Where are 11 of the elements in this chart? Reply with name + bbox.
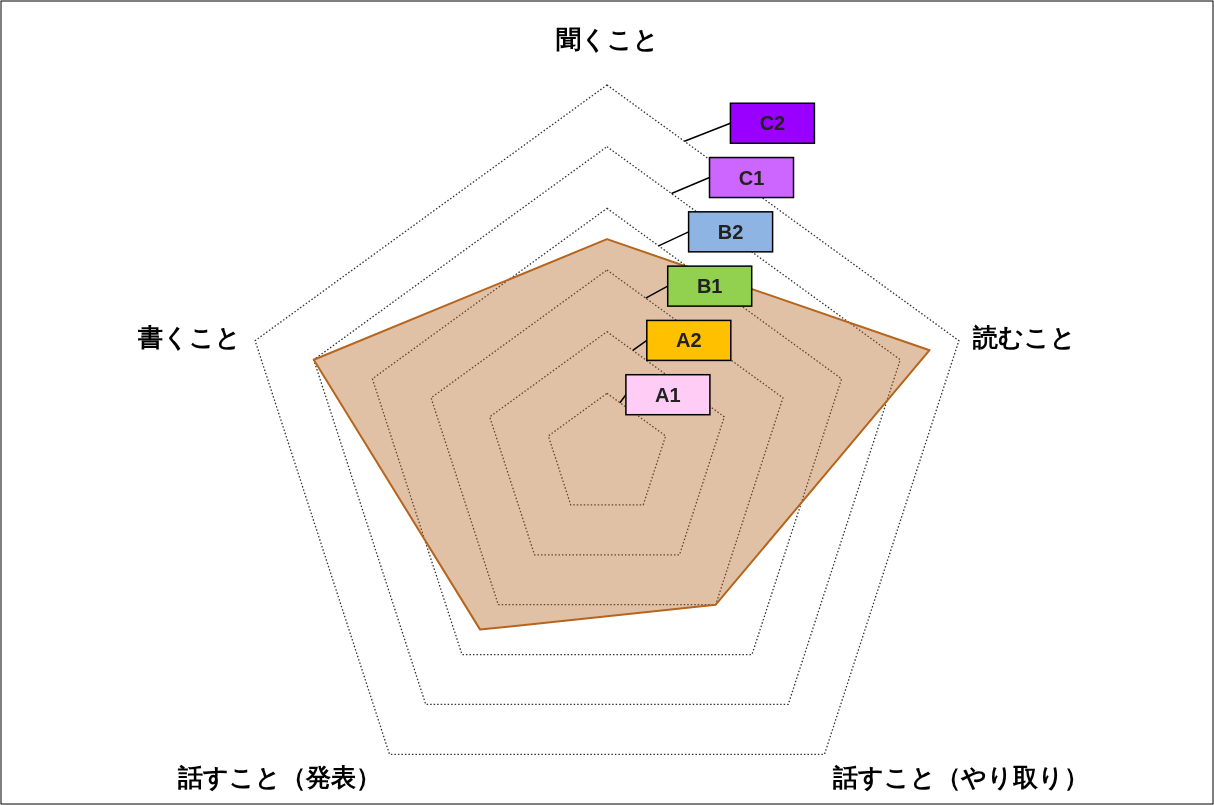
- spoke-label: 読むこと: [972, 323, 1077, 353]
- y-tick-label: A1: [655, 383, 681, 406]
- spoke-label: 書くこと: [136, 323, 241, 353]
- spoke-label: 話すこと（やり取り）: [832, 763, 1090, 793]
- spoke-label: 聞くこと: [555, 25, 659, 54]
- y-tick-label: A2: [676, 329, 702, 352]
- spoke-label: 話すこと（発表）: [176, 763, 381, 793]
- y-tick-label: C2: [759, 112, 786, 135]
- y-tick-label: C1: [738, 166, 765, 189]
- y-tick-label: B1: [696, 275, 723, 298]
- y-tick-label: B2: [717, 220, 744, 243]
